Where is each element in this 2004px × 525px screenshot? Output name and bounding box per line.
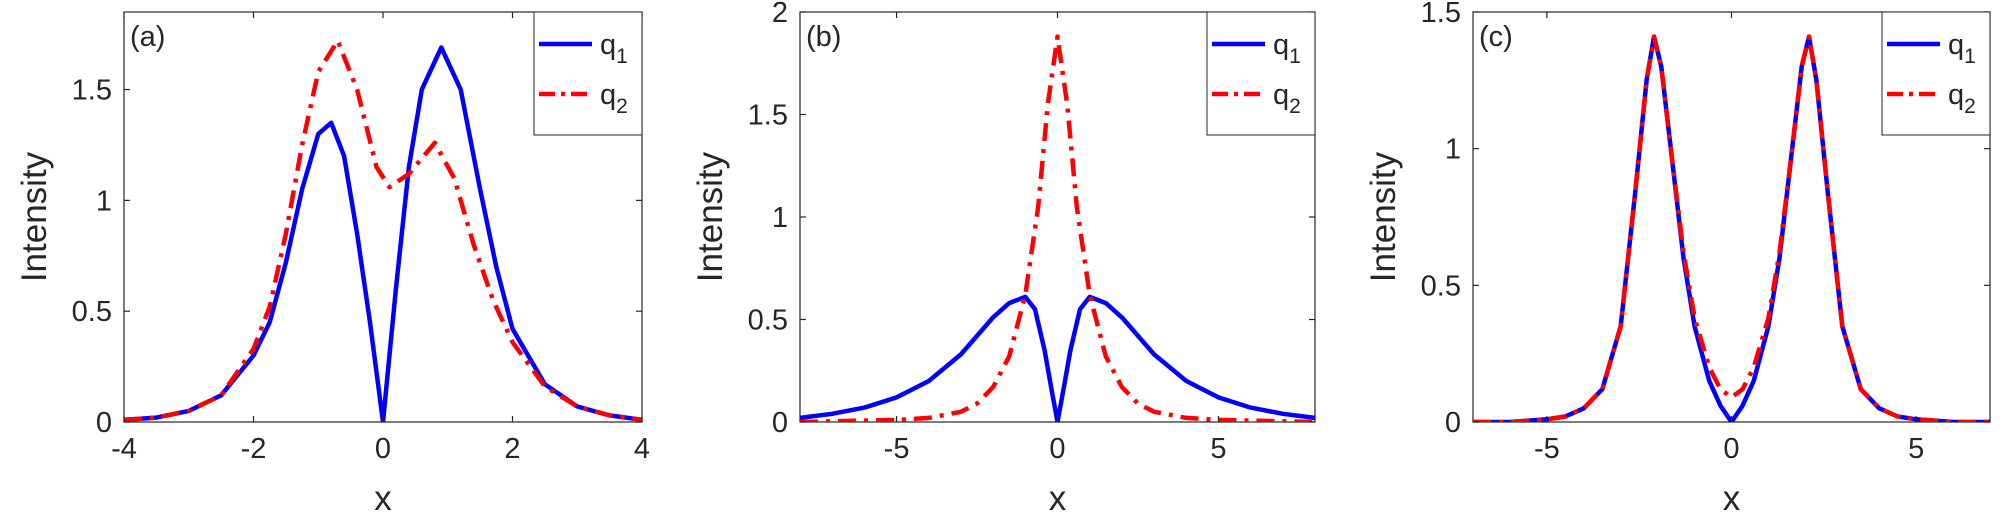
chart-0-x-tick-label: 0: [375, 433, 391, 465]
chart-0-series-line-1: [124, 45, 642, 422]
chart-1-y-tick-label: 1.5: [748, 100, 788, 132]
chart-2-series-line-2: [1473, 34, 1990, 422]
chart-1-legend-subscript-1: 1: [1289, 45, 1301, 68]
chart-2-x-axis-label: x: [1723, 479, 1741, 518]
chart-1-y-tick-label: 1: [772, 202, 788, 234]
chart-0-x-tick-label: -4: [111, 433, 137, 465]
chart-0-y-tick-label: 0: [96, 407, 112, 439]
chart-2-x-tick-label: -5: [1534, 433, 1560, 465]
chart-1-x-tick-label: 0: [1049, 433, 1065, 465]
chart-1-y-tick-label: 0.5: [748, 305, 788, 337]
chart-2-legend-box: [1881, 11, 1991, 136]
chart-2-x-tick-label: 0: [1723, 433, 1739, 465]
chart-0-legend-subscript-2: 2: [616, 95, 628, 118]
chart-2-y-tick-label: 0.5: [1421, 270, 1461, 302]
chart-2-y-tick-label: 0: [1445, 407, 1461, 439]
chart-1-panel-label: (b): [806, 21, 841, 53]
chart-1-x-tick-label: 5: [1210, 433, 1226, 465]
chart-2-y-tick-label: 1: [1445, 134, 1461, 166]
chart-0-y-tick-label: 0.5: [72, 296, 112, 328]
chart-2-y-tick-label: 1.5: [1421, 0, 1461, 29]
chart-0-x-tick-label: 2: [504, 433, 520, 465]
chart-1-legend-box: [1206, 11, 1316, 136]
chart-1-y-tick-label: 2: [772, 0, 788, 29]
chart-2-legend-subscript-1: 1: [1964, 45, 1976, 68]
chart-1-x-tick-label: -5: [884, 433, 910, 465]
chart-0-legend-subscript-1: 1: [616, 45, 628, 68]
chart-2-x-tick-label: 5: [1908, 433, 1924, 465]
chart-0-panel-label: (a): [130, 21, 165, 53]
chart-1-series-line-2: [800, 34, 1315, 422]
chart-0-x-axis-label: x: [374, 479, 392, 518]
chart-0-y-tick-label: 1: [96, 185, 112, 217]
chart-1-y-axis-label: Intensity: [691, 151, 730, 282]
chart-0-y-axis-label: Intensity: [15, 151, 54, 282]
chart-1-y-tick-label: 0: [772, 407, 788, 439]
chart-1-series-line-1: [800, 294, 1315, 422]
chart-0-legend-box: [533, 11, 643, 136]
chart-0-series-line-2: [124, 38, 642, 422]
chart-2-y-axis-label: Intensity: [1364, 151, 1403, 282]
chart-2-panel-label: (c): [1479, 21, 1513, 53]
chart-1-x-axis-label: x: [1049, 479, 1067, 518]
chart-0-x-tick-label: 4: [634, 433, 650, 465]
chart-0-x-tick-label: -2: [241, 433, 267, 465]
chart-2-legend-subscript-2: 2: [1964, 95, 1976, 118]
chart-0-y-tick-label: 1.5: [72, 75, 112, 107]
chart-1-legend-subscript-2: 2: [1289, 95, 1301, 118]
